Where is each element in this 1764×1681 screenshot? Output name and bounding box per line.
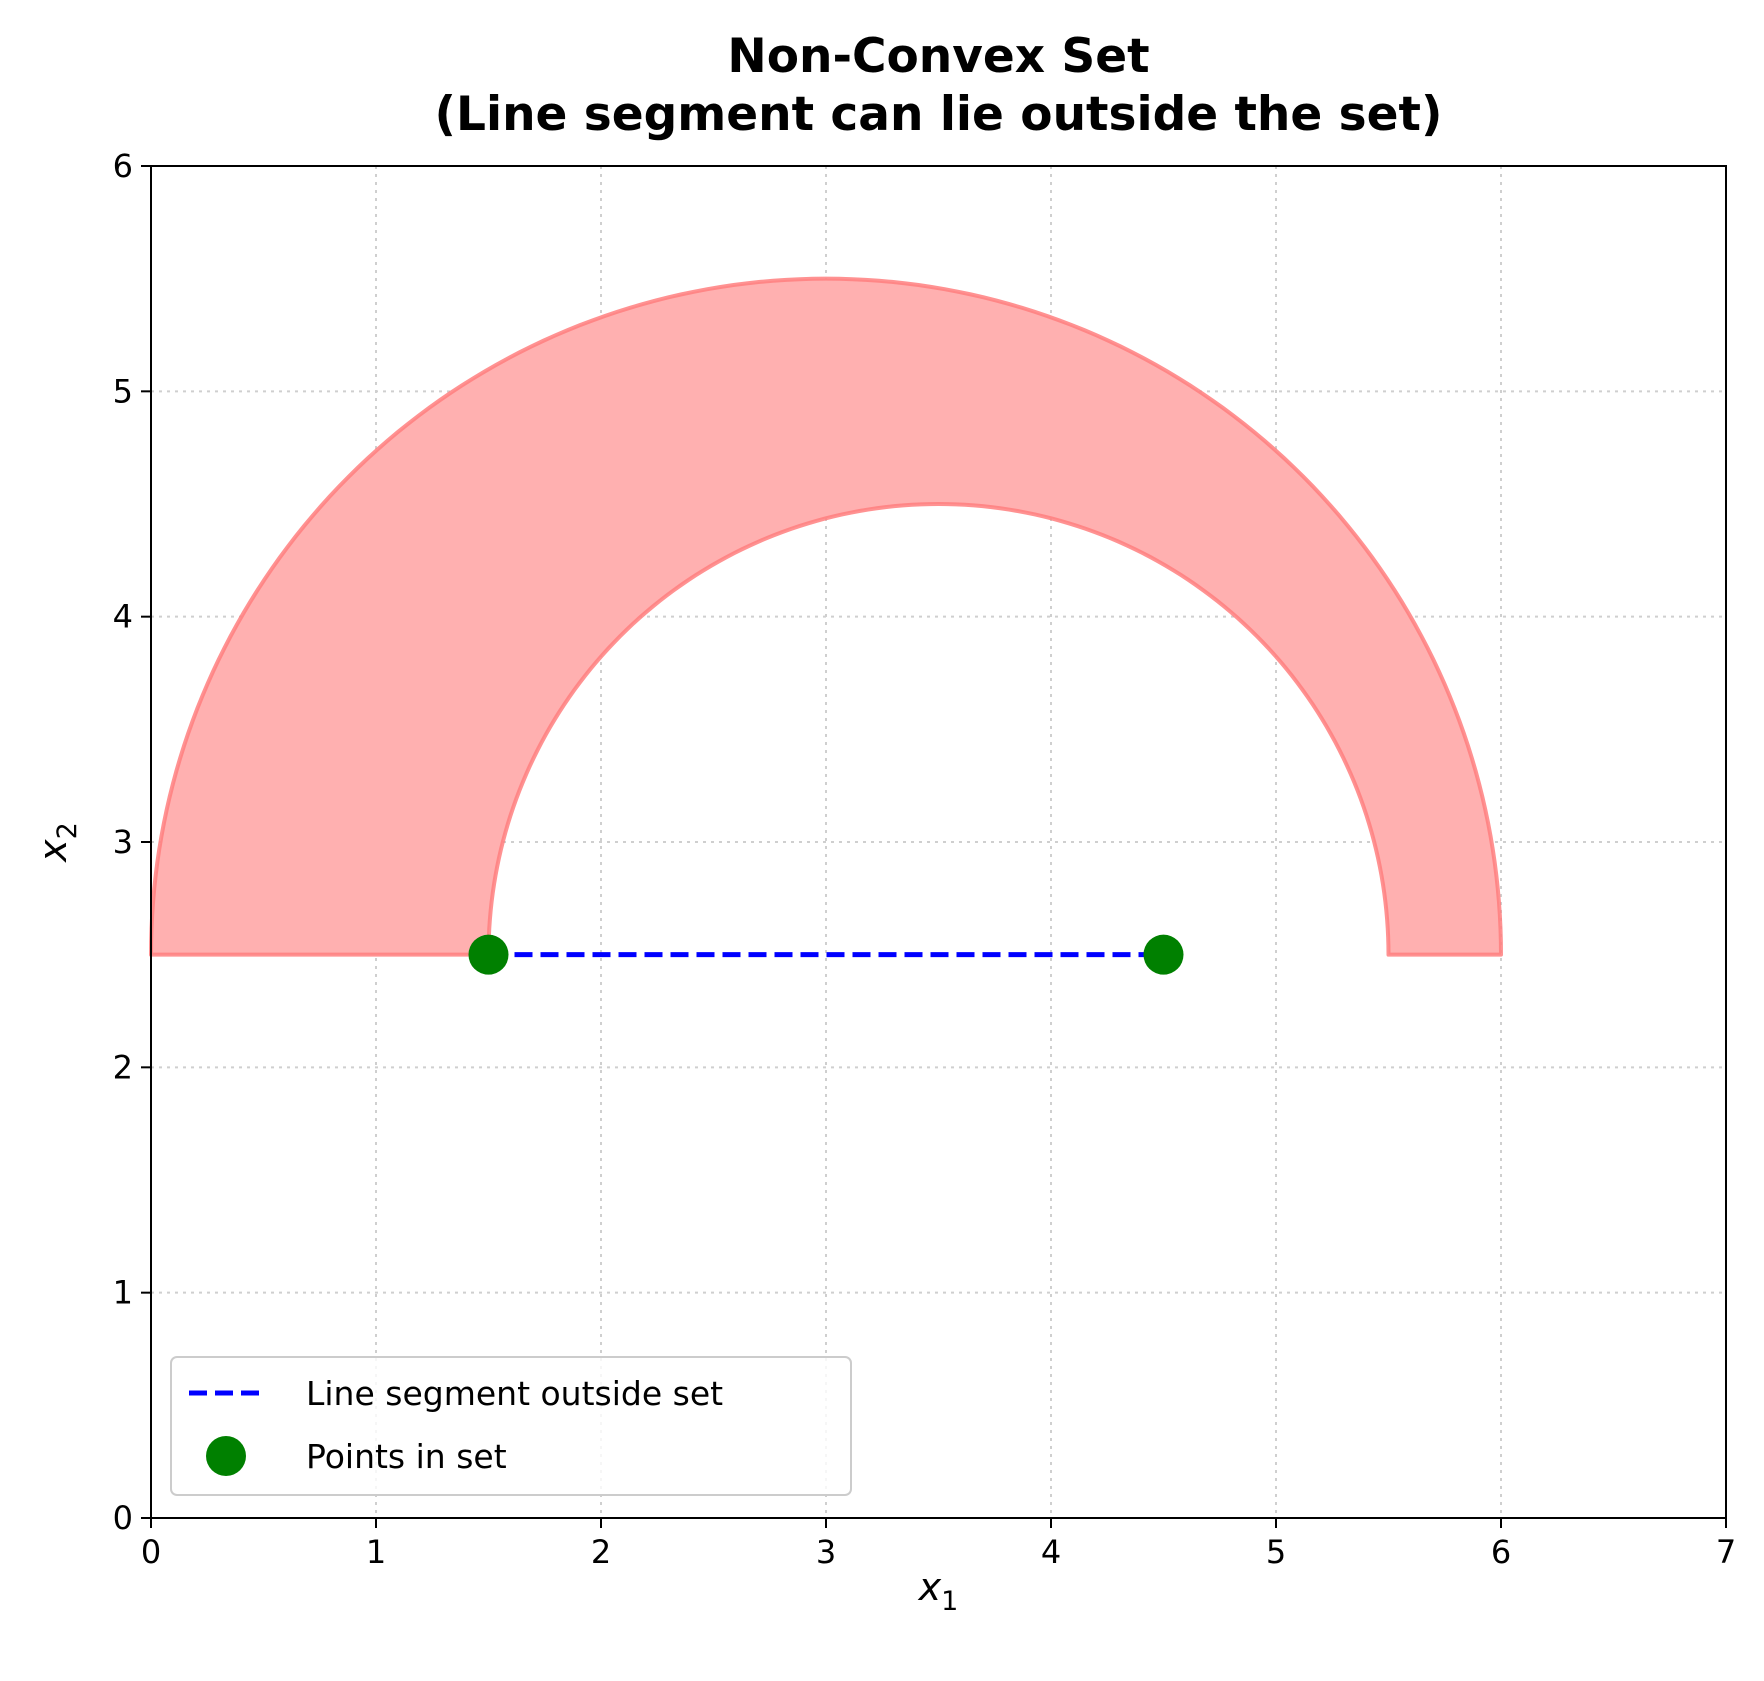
x-tick-label-5: 5 bbox=[1266, 1533, 1286, 1571]
x-tick-label-1: 1 bbox=[366, 1533, 386, 1571]
legend-box bbox=[170, 1356, 852, 1496]
y-tick-label-6: 6 bbox=[113, 147, 133, 185]
legend-label-points: Points in set bbox=[306, 1437, 507, 1476]
x-tick-label-4: 4 bbox=[1041, 1533, 1061, 1571]
chart-title-line-1: Non-Convex Set bbox=[727, 29, 1149, 84]
legend-label-line-segment: Line segment outside set bbox=[306, 1374, 723, 1413]
x-axis-label-base: x bbox=[918, 1565, 942, 1609]
x-tick-label-3: 3 bbox=[816, 1533, 836, 1571]
series-layer bbox=[468, 934, 1184, 975]
y-tick-label-4: 4 bbox=[113, 598, 133, 636]
point-in-set-2 bbox=[1143, 934, 1184, 975]
chart-title-line-2: (Line segment can lie outside the set) bbox=[435, 87, 1443, 142]
y-tick-label-3: 3 bbox=[113, 823, 133, 861]
y-tick-label-2: 2 bbox=[113, 1048, 133, 1086]
y-axis-label-base: x bbox=[31, 839, 75, 863]
legend-swatch-points bbox=[206, 1436, 246, 1476]
x-tick-label-2: 2 bbox=[591, 1533, 611, 1571]
x-axis-label-subscript: 1 bbox=[941, 1586, 958, 1617]
legend: Line segment outside set Points in set bbox=[170, 1356, 852, 1496]
x-tick-label-6: 6 bbox=[1491, 1533, 1511, 1571]
x-tick-label-7: 7 bbox=[1716, 1533, 1736, 1571]
y-axis-label-subscript: 2 bbox=[52, 822, 83, 839]
tick-layer: 0 1 2 3 4 5 6 7 0 1 2 3 4 5 6 bbox=[113, 147, 1737, 1571]
y-tick-label-1: 1 bbox=[113, 1274, 133, 1312]
y-axis-label: x2 bbox=[31, 822, 83, 863]
x-axis-label: x1 bbox=[918, 1565, 959, 1617]
x-tick-label-0: 0 bbox=[141, 1533, 161, 1571]
y-tick-label-5: 5 bbox=[113, 372, 133, 410]
point-in-set-1 bbox=[468, 934, 509, 975]
y-tick-label-0: 0 bbox=[113, 1499, 133, 1537]
